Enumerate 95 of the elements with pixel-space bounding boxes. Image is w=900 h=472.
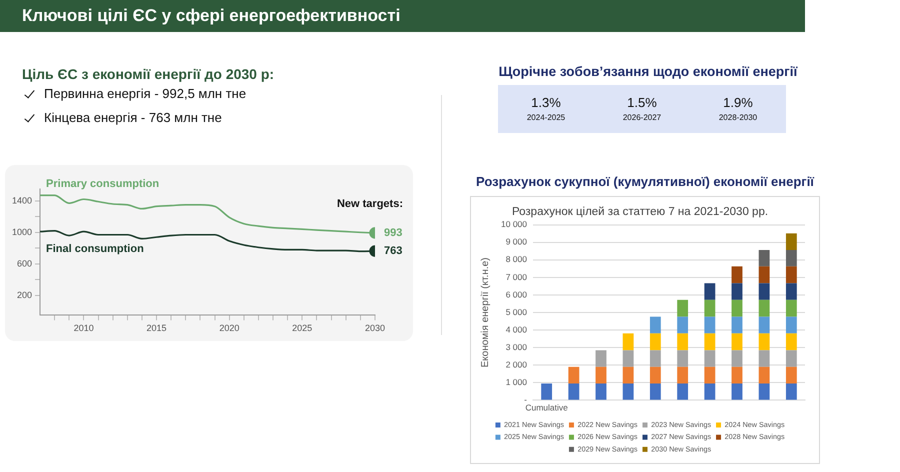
bar [758,266,770,284]
y-tick-label: 600 [16,258,32,268]
category-label: 2024-2025 [526,113,566,122]
bar [622,384,634,400]
x-tick-label: 2010 [74,323,94,334]
series-label: Primary consumption [46,178,160,190]
data-label: 993 [384,226,402,239]
y-tick-label: 5 000 [506,306,528,317]
text: 1.3% [531,95,561,110]
text: Щорічне зобов’язання щодо економії енергії [498,64,798,79]
bar [786,250,797,266]
bar [786,300,797,317]
y-tick-label: 7 000 [506,272,528,282]
bar [704,384,716,400]
y-tick-label: 8 000 [506,254,528,264]
bar [677,316,688,334]
y-tick-label: 2 000 [506,359,528,370]
bar [568,366,580,384]
bar [732,384,742,400]
bar [758,333,770,350]
bar [786,366,797,384]
y-tick-label: 4 000 [506,324,528,334]
text: 1.5% [627,95,657,110]
y-axis-title: Економія енергії (кт.н.е) [480,258,491,368]
bar [650,350,661,367]
bar [541,384,552,400]
bar [786,283,797,300]
y-tick-label: 1000 [12,226,32,237]
bar [758,283,770,300]
bar [786,316,797,334]
y-tick-label: 1 000 [506,377,528,388]
bar [732,266,742,284]
bar [758,300,770,317]
x-tick-label: 2020 [219,323,240,334]
bar [732,366,742,384]
x-tick-label: 2025 [292,323,312,334]
bar [786,384,797,400]
bar [758,384,770,400]
bar [622,366,634,384]
bar [650,333,661,350]
bar [732,300,742,317]
bar [704,316,716,334]
data-label: 763 [384,245,402,258]
bar [758,316,770,334]
bar [704,333,716,350]
bar [704,366,716,384]
x-tick-label: 2030 [364,323,386,334]
bar [677,366,688,384]
bar [596,384,606,400]
bar [677,384,688,400]
bar [704,350,716,367]
bar [622,350,634,367]
annotation: New targets: [336,198,403,210]
y-tick-label: 3 000 [506,342,528,352]
y-tick-label: 6 000 [506,289,528,300]
bar [758,250,770,266]
bar [732,350,742,367]
bar [786,350,797,367]
text: 1.9% [723,95,753,110]
y-tick-label: 10 000 [501,219,528,230]
bar [650,384,661,400]
bar [758,350,770,367]
y-tick-label: 9 000 [506,236,528,247]
bar [596,350,606,367]
chart-subtitle: Розрахунок сукупної (кумулятивної) економії енергії [475,174,816,189]
bar [650,366,661,384]
text: Кінцева енергія - 763 млн тне [44,110,222,125]
x-tick-label: 2015 [146,323,167,334]
text: Ціль ЄС з економії енергії до 2030 р: [22,66,274,82]
bar [704,283,716,300]
bar [677,300,688,317]
chart-title: Розрахунок цілей за статтею 7 на 2021-2030 рр. [512,206,768,218]
bar [596,366,606,384]
bar [786,233,797,250]
bar [758,366,770,384]
bar [677,350,688,367]
bar [786,266,797,284]
bar [732,283,742,300]
bar [786,333,797,350]
text: Первинна енергія - 992,5 млн тне [44,86,246,101]
bar [622,333,634,350]
bar [732,333,742,350]
bar [568,384,580,400]
bar [677,333,688,350]
text: Ключові цілі ЄС у сфері енергоефективності [0,0,805,32]
x-tick-label: Cumulative [525,402,568,413]
y-tick-label: - [524,394,528,405]
bar [650,316,661,334]
series-label: Final consumption [46,243,144,256]
bar [704,300,716,317]
bar [732,316,742,334]
category-label: 2026-2027 [622,113,662,122]
y-tick-label: 1400 [12,195,32,206]
category-label: 2028-2030 [718,113,758,122]
y-tick-label: 200 [16,290,32,300]
